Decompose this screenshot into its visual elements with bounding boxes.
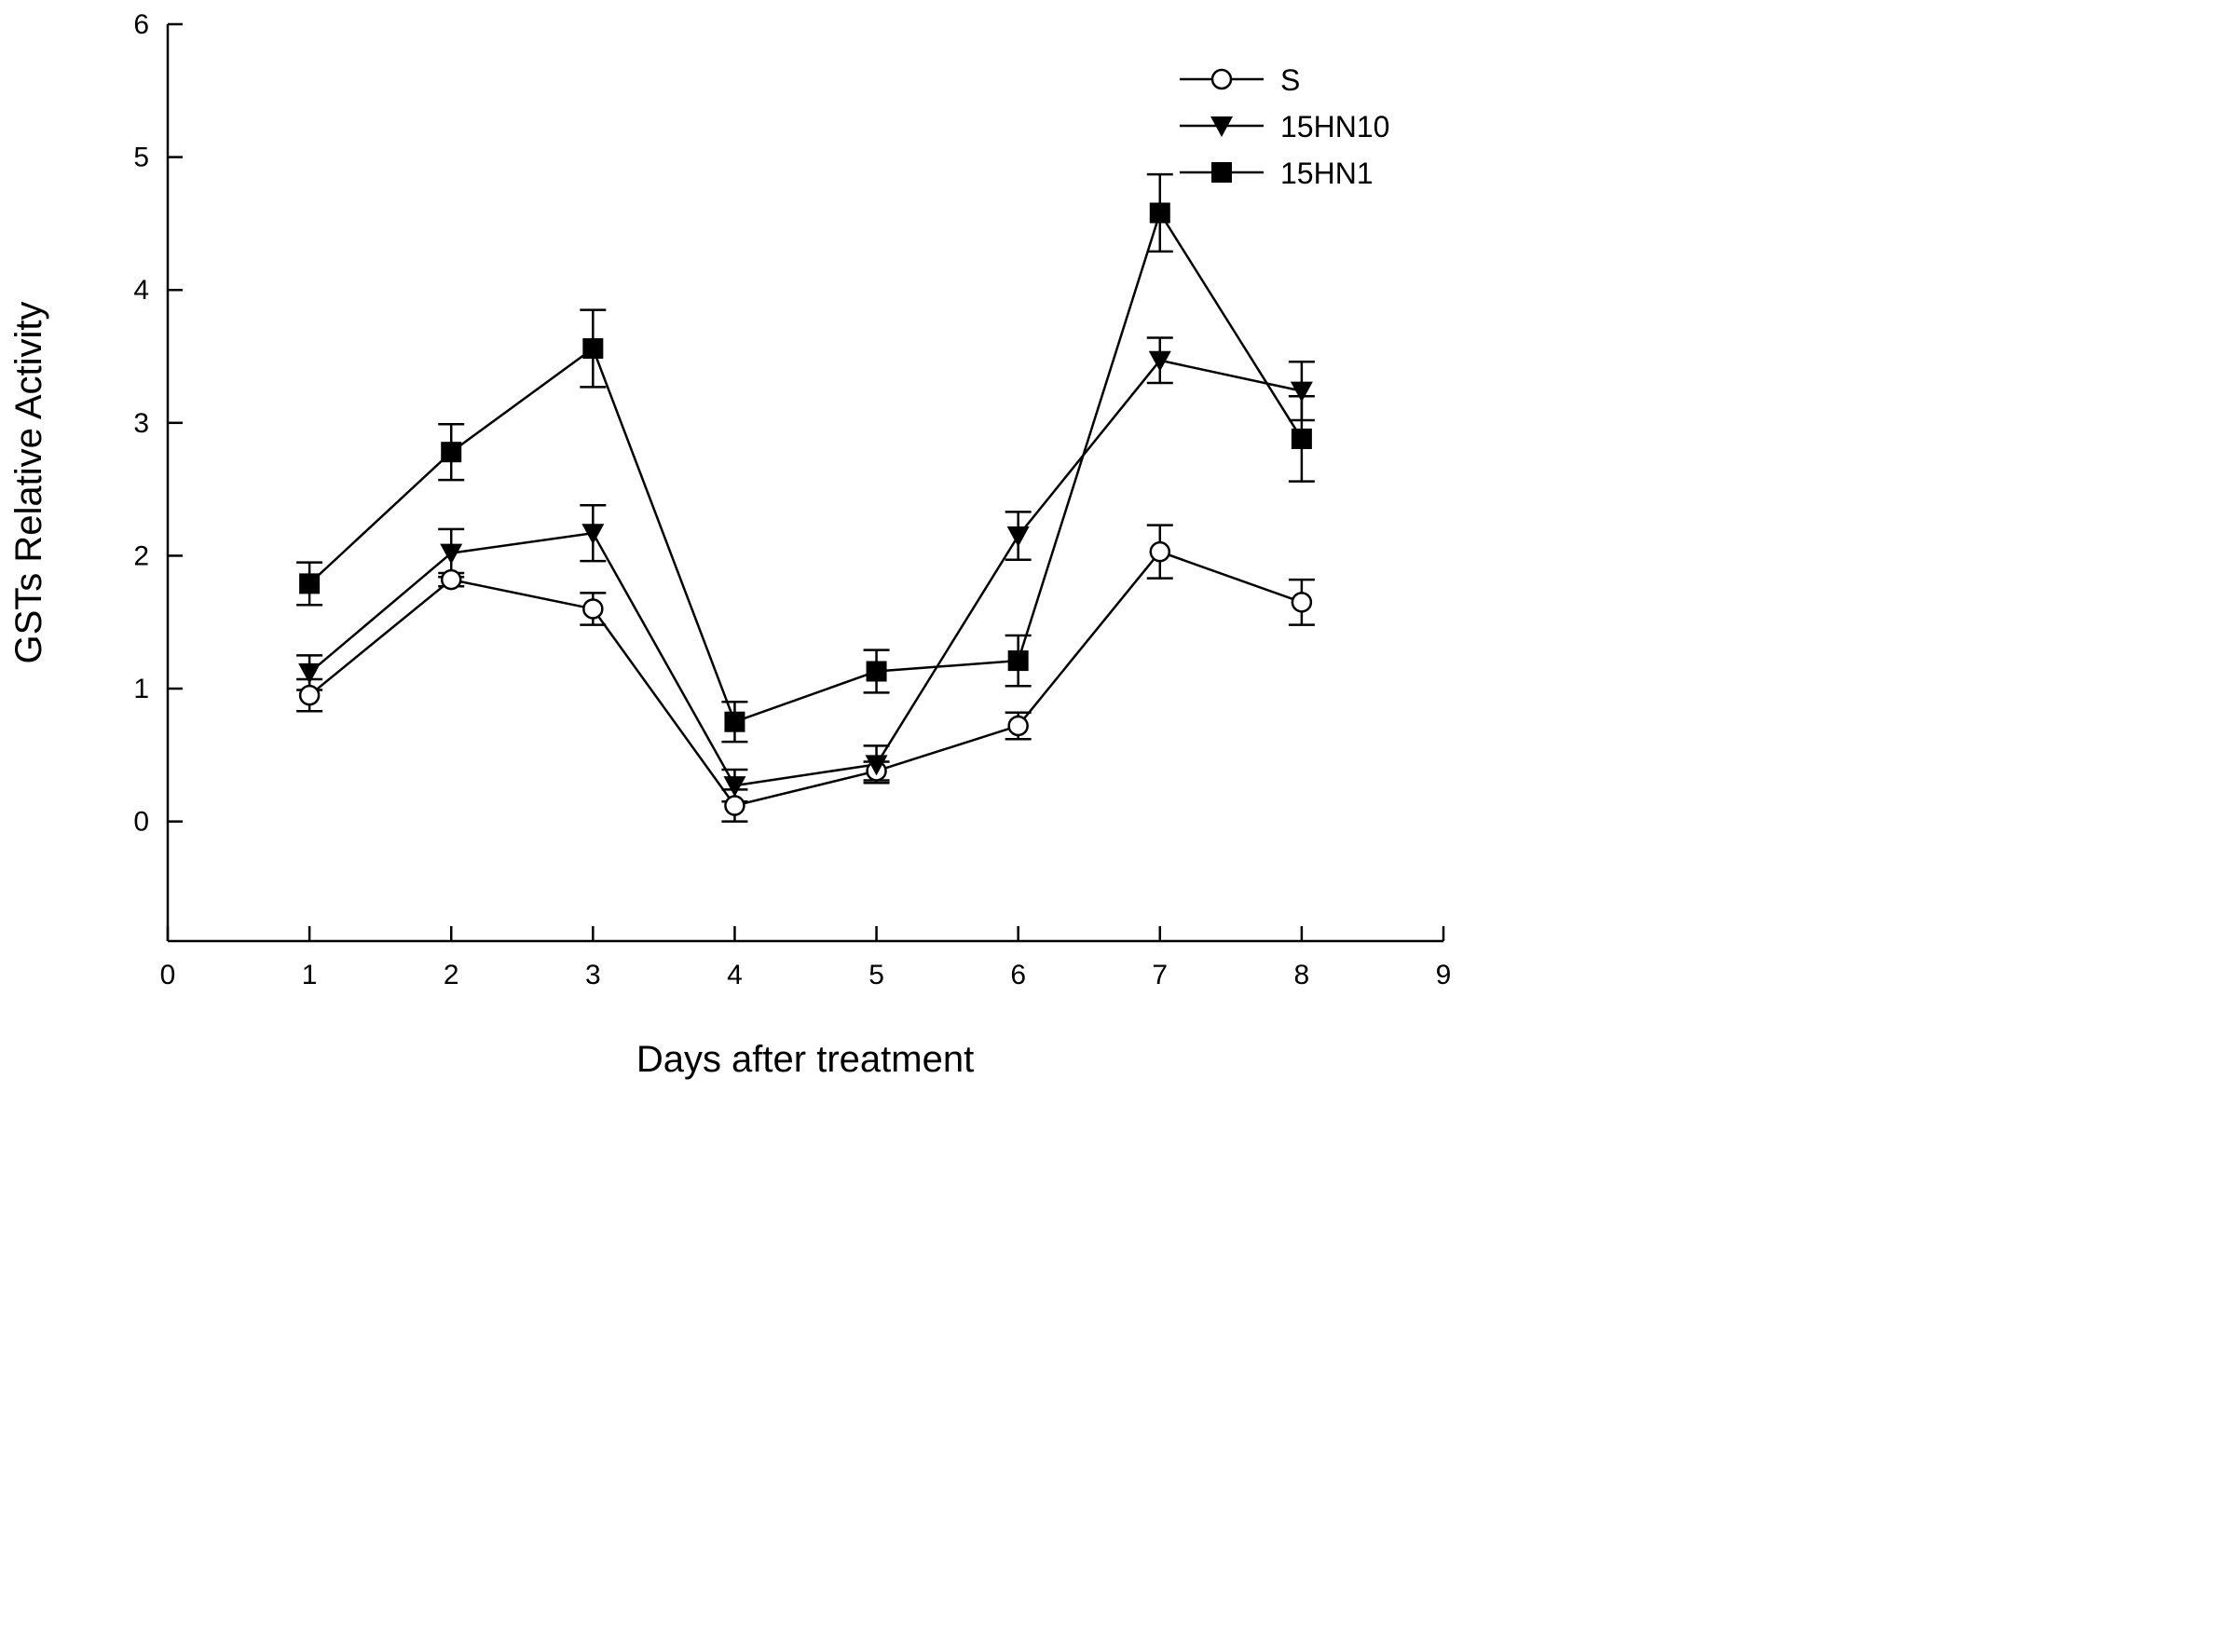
legend-label: S (1280, 63, 1300, 97)
data-point (1149, 202, 1170, 224)
data-point (298, 662, 321, 684)
y-tick-label: 4 (133, 275, 149, 306)
data-point (724, 795, 745, 816)
data-point (582, 337, 604, 359)
data-point (1007, 650, 1029, 672)
data-point (581, 524, 605, 545)
legend-item: 15HN1 (1180, 157, 1374, 190)
y-tick-label: 5 (133, 143, 149, 173)
data-point (582, 598, 604, 620)
x-tick-label: 7 (1152, 960, 1168, 990)
y-ticks: 0 1 2 3 4 5 6 (133, 9, 183, 838)
legend-marker (1210, 116, 1233, 137)
axes (166, 24, 1443, 943)
x-ticks: 0 1 2 3 4 5 6 7 8 9 (160, 926, 1452, 990)
series-line (308, 359, 1303, 787)
data-point (1007, 715, 1029, 737)
x-tick-label: 5 (868, 960, 884, 990)
data-point (865, 755, 888, 776)
legend-item: 15HN10 (1180, 110, 1389, 143)
data-point (1148, 350, 1171, 372)
markers-15HN10 (298, 350, 1313, 798)
data-point (724, 711, 745, 732)
series (296, 172, 1315, 823)
legend: S 15HN10 15HN1 (1180, 63, 1389, 190)
markers-15HN1 (299, 202, 1312, 732)
legend-item: S (1180, 63, 1300, 97)
x-tick-label: 6 (1010, 960, 1026, 990)
y-tick-label: 0 (133, 807, 149, 838)
legend-marker (1210, 68, 1233, 90)
data-point (298, 684, 321, 706)
y-tick-label: 3 (133, 408, 149, 439)
y-axis-title: GSTs Relative Activity (8, 301, 49, 663)
x-tick-label: 0 (160, 960, 176, 990)
x-tick-label: 3 (585, 960, 601, 990)
data-point (441, 442, 462, 463)
x-tick-label: 1 (302, 960, 318, 990)
legend-marker (1211, 162, 1232, 183)
line-chart-svg: 0 1 2 3 4 5 6 7 8 9 0 1 2 3 4 5 6 S 15HN10 15HN1 Days aft… (8, 9, 1452, 1080)
series-15HN1 (296, 172, 1315, 744)
series-line (308, 550, 1303, 807)
markers-S (298, 540, 1313, 816)
data-point (1006, 526, 1030, 548)
legend-label: 15HN1 (1280, 157, 1374, 190)
x-tick-label: 2 (444, 960, 459, 990)
y-tick-label: 6 (133, 9, 149, 40)
data-point (1291, 428, 1312, 449)
data-point (1149, 540, 1171, 563)
data-point (1290, 381, 1313, 403)
y-tick-label: 2 (133, 540, 149, 571)
data-point (440, 568, 462, 591)
data-point (1291, 592, 1313, 613)
series-line (308, 210, 1303, 724)
chart: 0 1 2 3 4 5 6 7 8 9 0 1 2 3 4 5 6 S 15HN10 15HN1 Days aft… (0, 0, 1454, 1085)
x-tick-label: 4 (727, 960, 743, 990)
data-point (866, 661, 887, 682)
x-axis-title: Days after treatment (636, 1039, 974, 1080)
x-tick-label: 8 (1294, 960, 1310, 990)
data-point (299, 573, 321, 594)
legend-label: 15HN10 (1280, 110, 1389, 143)
data-point (723, 776, 746, 798)
x-tick-label: 9 (1436, 960, 1452, 990)
data-point (440, 543, 463, 565)
y-tick-label: 1 (133, 674, 149, 704)
